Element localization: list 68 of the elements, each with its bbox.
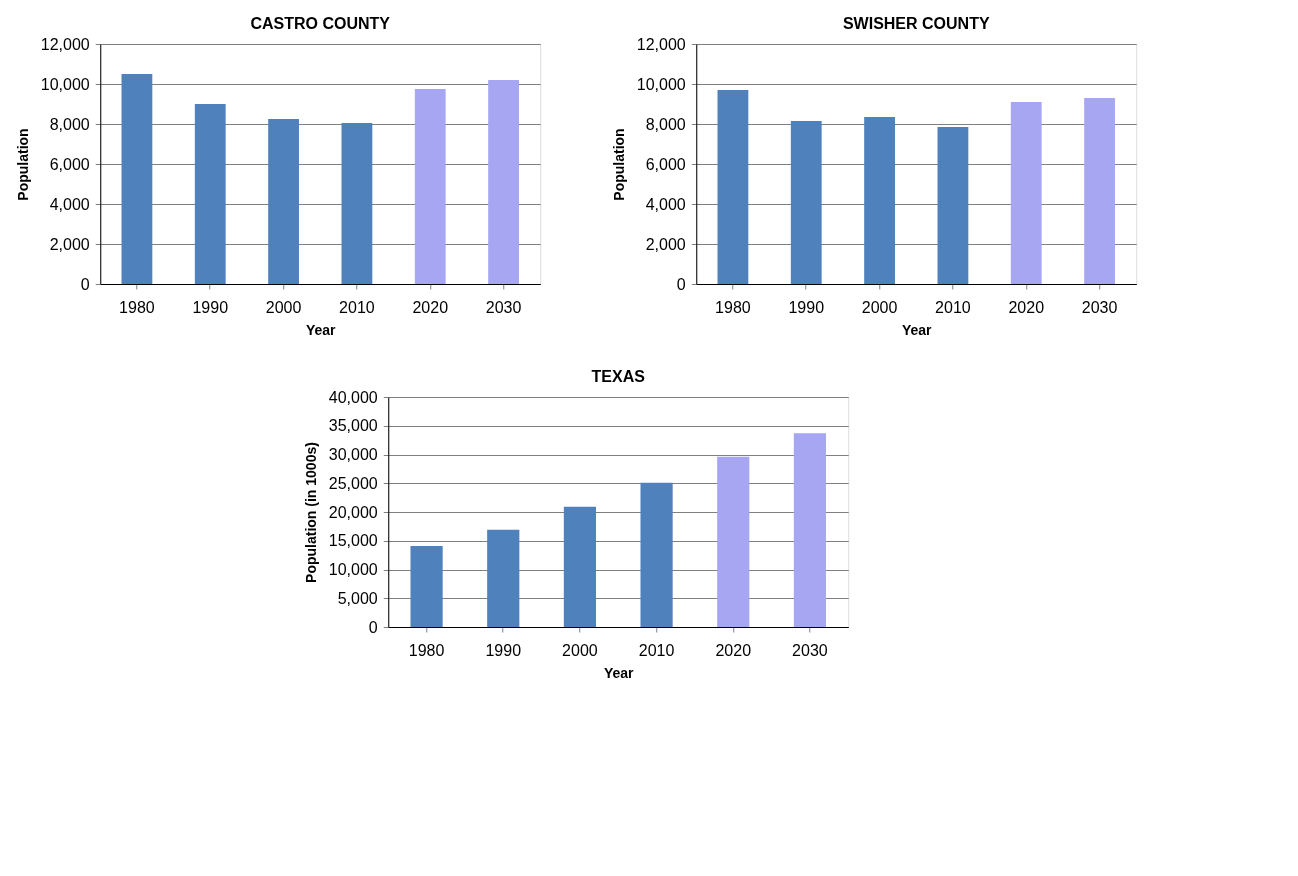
y-axis-title: Population [610,128,627,201]
bar [194,104,226,284]
x-tick-label: 2010 [935,298,971,316]
y-tick-label: 15,000 [328,532,378,550]
y-tick-label: 10,000 [328,561,378,578]
y-tick-label: 12,000 [40,35,90,53]
x-tick-label: 2020 [412,298,449,316]
x-tick-label: 2030 [1081,298,1118,316]
x-tick-label: 2000 [265,298,302,316]
x-tick-label: 2010 [638,641,675,659]
x-tick-label: 1990 [788,298,825,316]
x-axis-title: Year [901,321,933,338]
bar [563,506,597,627]
chart-title: SWISHER COUNTY [842,15,990,32]
bar [864,117,895,284]
bar [487,529,520,627]
y-tick-label: 4,000 [49,195,90,213]
y-axis-title: Population (in 1000s) [302,442,319,583]
y-tick-label: 10,000 [636,75,686,93]
x-tick-label: 2030 [485,298,522,316]
y-tick-label: 12,000 [636,35,686,53]
x-tick-label: 1980 [119,298,155,316]
bar [717,90,749,284]
bar [640,482,673,627]
bar [790,121,822,284]
y-tick-label: 8,000 [645,115,686,133]
x-tick-label: 1980 [408,641,445,659]
y-tick-label: 40,000 [328,388,378,406]
bar [488,80,519,284]
x-tick-label: 2020 [1008,298,1045,316]
bar [1084,98,1115,284]
x-tick-label: 1990 [192,298,229,316]
x-axis-title: Year [603,664,635,681]
x-tick-label: 2030 [792,641,828,659]
bar [414,89,446,284]
y-tick-label: 2,000 [49,235,90,253]
bar [793,433,827,627]
y-tick-label: 2,000 [645,235,686,253]
bar [1010,102,1042,284]
x-tick-label: 2000 [562,641,598,659]
y-tick-label: 10,000 [40,75,90,93]
y-tick-label: 20,000 [328,503,378,521]
x-tick-label: 1990 [485,641,522,659]
y-tick-label: 5,000 [337,589,378,607]
chart-title: CASTRO COUNTY [250,15,391,32]
x-tick-label: 1980 [715,298,751,316]
bar [717,456,750,627]
y-tick-label: 4,000 [645,195,686,213]
bar [121,74,153,284]
y-tick-label: 8,000 [49,115,90,133]
y-tick-label: 0 [676,275,686,293]
y-tick-label: 0 [80,275,90,293]
y-tick-label: 6,000 [645,155,686,173]
y-tick-label: 6,000 [49,155,90,173]
bar [937,127,969,284]
y-axis-title: Population [14,128,31,201]
bar [341,123,373,284]
y-tick-label: 35,000 [328,417,378,435]
y-tick-label: 30,000 [328,446,378,463]
y-tick-label: 25,000 [328,474,378,492]
chart-title: TEXAS [591,368,646,385]
x-tick-label: 2020 [715,641,752,659]
x-tick-label: 2000 [861,298,898,316]
bar [410,545,443,627]
bar [268,119,299,284]
x-axis-title: Year [305,321,337,338]
y-tick-label: 0 [368,618,378,636]
x-tick-label: 2010 [339,298,375,316]
